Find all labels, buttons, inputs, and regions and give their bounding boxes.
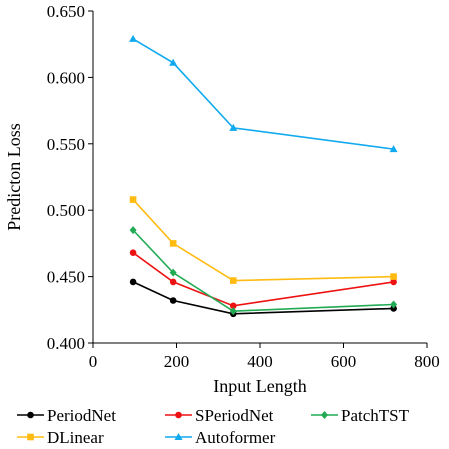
series-dlinear: [129, 196, 397, 284]
legend-label: PeriodNet: [47, 406, 116, 425]
series-line-speriodnet: [132, 252, 394, 307]
series-periodnet: [129, 278, 397, 318]
data-point-autoformer: [229, 123, 238, 131]
series-line-patchtst: [132, 229, 394, 312]
x-axis-label: Input Length: [213, 376, 306, 396]
legend-swatch-marker: [174, 433, 183, 440]
series-line-periodnet: [132, 281, 394, 315]
x-tick-label: 800: [414, 352, 440, 371]
data-point-periodnet: [129, 278, 137, 286]
data-point-patchtst: [229, 307, 237, 316]
legend-swatch-marker: [27, 433, 34, 441]
data-point-patchtst: [169, 268, 177, 277]
data-point-speriodnet: [229, 302, 237, 310]
y-tick-label: 0.450: [47, 268, 85, 287]
y-axis-label: Predicton Loss: [4, 123, 24, 231]
legend-label: DLinear: [47, 428, 104, 447]
series-line-autoformer: [132, 38, 394, 150]
data-point-autoformer: [169, 58, 178, 66]
data-point-speriodnet: [169, 278, 177, 286]
legend-item-patchtst: PatchTST: [311, 406, 410, 425]
legend-label: Autoformer: [195, 428, 276, 447]
y-tick-label: 0.400: [47, 334, 85, 353]
data-point-autoformer: [129, 34, 138, 42]
series-speriodnet: [129, 249, 397, 310]
legend-swatch-marker: [321, 411, 328, 419]
data-point-dlinear: [169, 240, 177, 247]
x-tick-label: 400: [247, 352, 273, 371]
series-layer: [129, 34, 398, 318]
legend-item-speriodnet: SPeriodNet: [165, 406, 274, 425]
data-point-autoformer: [389, 145, 398, 153]
data-point-patchtst: [390, 300, 398, 309]
data-point-speriodnet: [129, 249, 137, 256]
series-patchtst: [129, 226, 398, 316]
axes: 0.400 0.450 0.500 0.550 0.600 0.650 0 200 400 600…: [47, 2, 440, 371]
legend-swatch-marker: [27, 411, 34, 419]
legend-item-periodnet: PeriodNet: [17, 406, 116, 425]
data-point-patchtst: [129, 226, 137, 235]
data-point-periodnet: [169, 297, 177, 304]
legend-item-autoformer: Autoformer: [165, 428, 276, 447]
data-point-dlinear: [390, 273, 397, 280]
legend-swatch-marker: [175, 411, 182, 419]
legend-label: SPeriodNet: [195, 406, 274, 425]
x-tick-label: 0: [89, 352, 98, 371]
data-point-dlinear: [229, 277, 237, 284]
series-autoformer: [129, 34, 398, 153]
data-point-dlinear: [129, 196, 137, 203]
legend-item-dlinear: DLinear: [17, 428, 104, 447]
y-tick-label: 0.550: [47, 135, 85, 154]
series-line-dlinear: [132, 199, 394, 282]
y-tick-label: 0.500: [47, 201, 85, 220]
legend: PeriodNet SPeriodNet PatchTST DLinear Autofo…: [17, 406, 410, 447]
data-point-speriodnet: [390, 278, 397, 286]
legend-label: PatchTST: [341, 406, 410, 425]
y-tick-label: 0.650: [47, 2, 85, 21]
x-tick-label: 200: [164, 352, 190, 371]
y-tick-label: 0.600: [47, 68, 85, 87]
x-tick-label: 600: [331, 352, 357, 371]
